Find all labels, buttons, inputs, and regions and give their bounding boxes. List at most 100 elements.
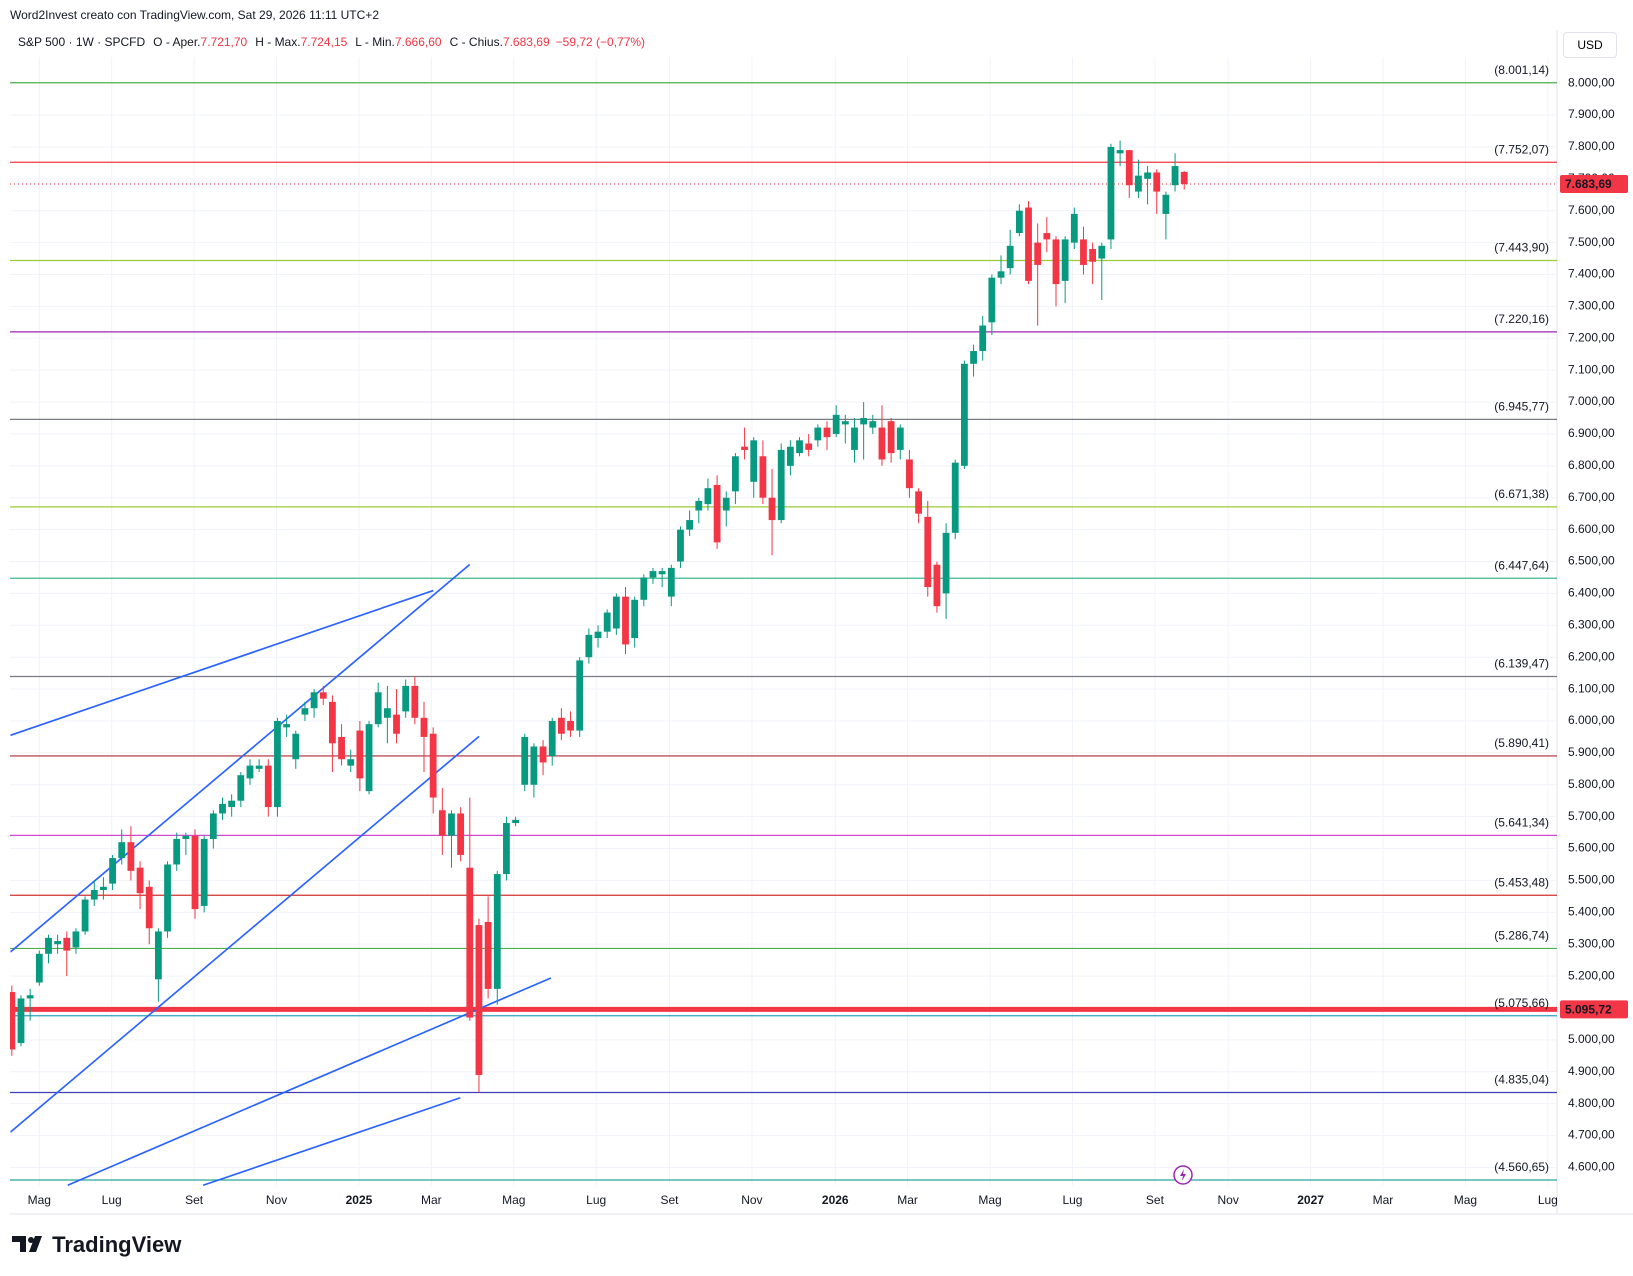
candle-body (136, 867, 144, 894)
logo-icon (12, 1236, 42, 1252)
x-tick-label: Lug (1538, 1193, 1558, 1207)
price-badge-label: 7.683,69 (1565, 177, 1612, 191)
candle-body (164, 864, 171, 932)
candle-body (732, 456, 739, 492)
ohlc-key: C - Chius. (449, 35, 503, 49)
y-tick-label: 6.100,00 (1568, 681, 1615, 695)
x-tick-label: Set (660, 1193, 679, 1207)
candle-body (603, 612, 611, 632)
change: −59,72 (−0,77%) (555, 35, 646, 49)
candle-body (777, 449, 785, 521)
y-tick-label: 6.500,00 (1568, 554, 1615, 568)
x-tick-label: Set (1146, 1193, 1165, 1207)
event-icon[interactable] (1173, 1165, 1193, 1185)
candle-body (768, 497, 776, 521)
candle-body (310, 692, 318, 709)
candle-body (576, 660, 584, 731)
candle-body (814, 427, 822, 441)
candle-body (970, 351, 977, 364)
x-tick-label: Lug (1062, 1193, 1082, 1207)
candle-body (301, 708, 309, 715)
candle-body (530, 746, 538, 785)
y-tick-label: 6.900,00 (1568, 426, 1615, 440)
candle-body (457, 813, 465, 855)
candle-body (759, 456, 767, 498)
x-tick-label: Nov (1218, 1193, 1239, 1207)
candle-body (832, 414, 840, 434)
candle-body (1180, 171, 1188, 185)
candle-body (1034, 242, 1042, 265)
x-tick-label: Mag (502, 1193, 525, 1207)
candle-body (979, 325, 987, 352)
y-tick-label: 4.900,00 (1568, 1064, 1615, 1078)
candle-body (512, 819, 519, 824)
candle-body (182, 835, 190, 839)
currency-button[interactable]: USD (1563, 32, 1617, 58)
ohlc-value: 7.666,60 (394, 35, 442, 49)
candle-body (612, 596, 620, 629)
candle-body (1153, 172, 1161, 192)
candle-body (1171, 166, 1179, 186)
y-tick-label: 5.300,00 (1568, 936, 1615, 950)
level-label: (5.453,48) (1494, 875, 1549, 889)
candle-body (1043, 233, 1051, 240)
candle-body (356, 730, 364, 779)
candle-body (209, 813, 217, 839)
legend: S&P 500 · 1W · SPCFD O - Aper.7.721,70 H -… (18, 35, 645, 49)
candle-body (219, 803, 226, 814)
brand-name: TradingView (52, 1232, 182, 1257)
y-tick-label: 5.600,00 (1568, 841, 1615, 855)
candle-body (686, 520, 694, 530)
ohlc-key: O - Aper. (153, 35, 201, 49)
trendline (10, 735, 480, 1133)
y-tick-label: 4.700,00 (1568, 1128, 1615, 1142)
level-label: (6.671,38) (1494, 487, 1549, 501)
y-tick-label: 5.400,00 (1568, 905, 1615, 919)
y-tick-label: 5.200,00 (1568, 968, 1615, 982)
candle-body (557, 717, 565, 734)
candle-body (255, 765, 263, 769)
y-tick-label: 6.400,00 (1568, 586, 1615, 600)
candle-body (1162, 194, 1170, 214)
candle-body (951, 462, 959, 533)
candle-body (420, 717, 428, 737)
level-label: (5.890,41) (1494, 736, 1549, 750)
candle-body (154, 931, 162, 980)
level-label: (5.286,74) (1494, 929, 1549, 943)
level-label: (6.945,77) (1494, 400, 1549, 414)
candle-body (228, 800, 236, 808)
candle-body (1125, 150, 1133, 186)
candle-body (145, 886, 153, 929)
ohlc-key: H - Max. (255, 35, 301, 49)
level-label: (7.220,16) (1494, 312, 1549, 326)
candle-body (1015, 210, 1023, 234)
candle-body (466, 867, 474, 1018)
level-label: (7.752,07) (1494, 142, 1549, 156)
candle-body (72, 931, 80, 948)
candle-body (887, 421, 895, 454)
x-tick-label: Mag (28, 1193, 51, 1207)
candle-body (90, 890, 98, 900)
x-tick-label: Set (185, 1193, 204, 1207)
y-tick-label: 8.000,00 (1568, 75, 1615, 89)
candle-body (1098, 245, 1106, 259)
candle-body (906, 459, 913, 489)
candle-body (26, 995, 34, 999)
candle-body (1144, 172, 1151, 179)
candle-body (347, 759, 355, 766)
trendline (202, 1096, 461, 1187)
brand-logo: TradingView (12, 1232, 181, 1258)
candle-body (1025, 207, 1032, 281)
candle-body (292, 733, 300, 760)
candle-body (274, 720, 281, 808)
y-tick-label: 5.700,00 (1568, 809, 1615, 823)
candle-body (539, 746, 547, 763)
candle-body (493, 874, 501, 989)
candle-body (365, 724, 373, 792)
candle-body (402, 685, 410, 712)
y-tick-label: 7.500,00 (1568, 235, 1615, 249)
candle-body (81, 899, 89, 932)
candle-body (585, 634, 593, 658)
y-tick-label: 7.300,00 (1568, 299, 1615, 313)
candle-body (924, 516, 932, 588)
